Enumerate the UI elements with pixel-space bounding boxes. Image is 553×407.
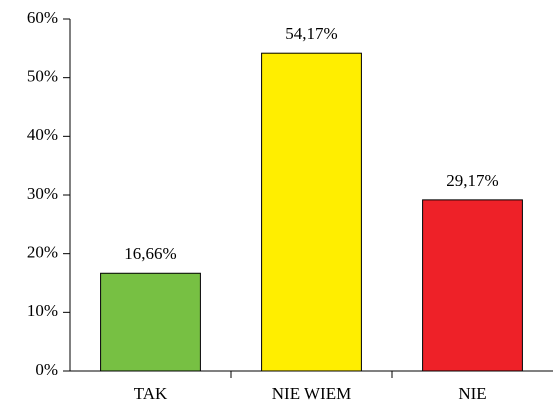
y-tick-label: 10%	[27, 301, 58, 320]
x-tick-label: NIE WIEM	[272, 384, 351, 403]
value-label: 16,66%	[124, 244, 176, 263]
bar	[100, 272, 201, 372]
y-tick-label: 0%	[35, 360, 58, 379]
y-tick-label: 40%	[27, 125, 58, 144]
y-tick-label: 30%	[27, 184, 58, 203]
value-label: 54,17%	[285, 24, 337, 43]
bar	[422, 199, 523, 372]
y-tick-label: 60%	[27, 8, 58, 27]
x-tick-label: NIE	[458, 384, 486, 403]
bar	[261, 52, 362, 372]
y-tick-label: 50%	[27, 67, 58, 86]
y-tick-label: 20%	[27, 243, 58, 262]
value-label: 29,17%	[446, 171, 498, 190]
x-tick-label: TAK	[134, 384, 168, 403]
